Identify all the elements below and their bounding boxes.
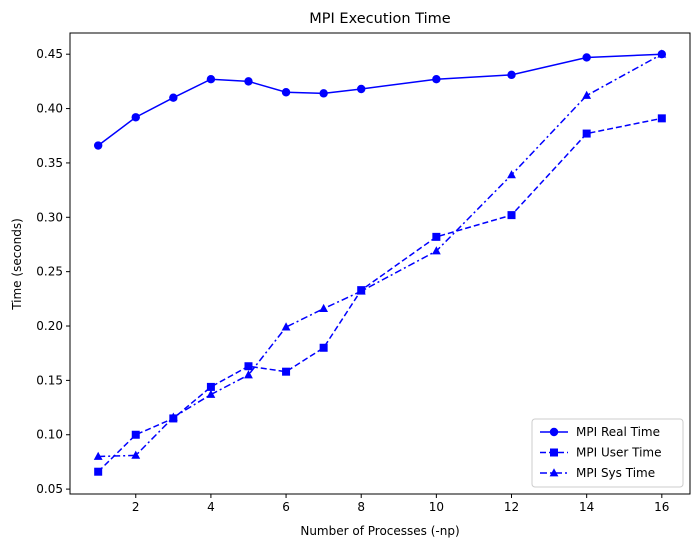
series-mpi-sys-time bbox=[93, 49, 667, 460]
data-point bbox=[357, 84, 366, 94]
data-point bbox=[281, 88, 291, 97]
data-point bbox=[507, 170, 516, 179]
x-axis-label: Number of Processes (-np) bbox=[300, 524, 459, 538]
data-point bbox=[206, 75, 216, 84]
legend-label: MPI Real Time bbox=[576, 425, 660, 439]
data-point bbox=[206, 389, 216, 398]
y-tick-label: 0.20 bbox=[36, 319, 63, 333]
y-tick-label: 0.35 bbox=[36, 156, 63, 170]
chart-title: MPI Execution Time bbox=[309, 11, 450, 27]
series-line bbox=[97, 53, 662, 147]
data-point bbox=[431, 246, 441, 255]
legend-label: MPI Sys Time bbox=[576, 466, 655, 480]
y-axis-label: Time (seconds) bbox=[10, 218, 24, 311]
data-point bbox=[507, 70, 516, 80]
plot-area bbox=[93, 49, 667, 476]
x-tick-label: 8 bbox=[357, 500, 365, 514]
data-point bbox=[282, 367, 291, 376]
data-point bbox=[168, 412, 178, 421]
data-point bbox=[244, 370, 253, 379]
data-point bbox=[507, 211, 516, 220]
x-tick-label: 10 bbox=[429, 500, 444, 514]
x-tick-label: 16 bbox=[654, 500, 669, 514]
data-point bbox=[281, 322, 291, 331]
y-tick-label: 0.15 bbox=[36, 373, 63, 387]
x-tick-label: 14 bbox=[579, 500, 594, 514]
legend-marker bbox=[549, 468, 559, 477]
legend: MPI Real Time MPI User Time MPI Sys Time bbox=[531, 418, 684, 488]
data-point bbox=[131, 430, 140, 439]
y-tick-label: 0.40 bbox=[36, 102, 63, 116]
legend-box bbox=[531, 418, 684, 488]
legend-marker bbox=[549, 427, 559, 437]
x-tick-label: 4 bbox=[207, 500, 215, 514]
data-point bbox=[93, 451, 103, 460]
data-point bbox=[432, 232, 441, 241]
y-tick-label: 0.10 bbox=[36, 428, 63, 442]
data-point bbox=[432, 75, 441, 84]
legend-item: MPI Sys Time bbox=[540, 466, 655, 480]
series-line bbox=[97, 117, 662, 473]
data-point bbox=[244, 77, 253, 86]
data-point bbox=[582, 90, 592, 99]
data-point bbox=[131, 113, 140, 122]
y-tick-label: 0.30 bbox=[36, 210, 63, 224]
data-point bbox=[582, 129, 591, 138]
legend-item: MPI User Time bbox=[540, 446, 661, 460]
data-point bbox=[94, 467, 103, 476]
data-point bbox=[319, 343, 328, 352]
axes: 2 4 6 8 10 12 14 16 0.05 0.10 0.15 0.20 0.25 0.30 0.35… bbox=[36, 32, 691, 514]
data-point bbox=[582, 53, 591, 62]
series-mpi-real-time bbox=[93, 50, 667, 150]
data-point bbox=[169, 93, 178, 102]
x-tick-label: 12 bbox=[504, 500, 519, 514]
data-point bbox=[319, 303, 329, 313]
data-point bbox=[244, 362, 253, 371]
y-tick-label: 0.45 bbox=[36, 47, 63, 61]
data-point bbox=[131, 450, 141, 459]
legend-item: MPI Real Time bbox=[540, 425, 660, 439]
data-point bbox=[356, 286, 366, 295]
legend-marker bbox=[550, 448, 558, 457]
y-tick-label: 0.05 bbox=[36, 482, 63, 496]
data-point bbox=[93, 141, 103, 150]
x-tick-label: 6 bbox=[282, 500, 290, 514]
data-point bbox=[657, 114, 666, 123]
data-point bbox=[657, 49, 667, 58]
data-point bbox=[206, 382, 215, 391]
data-point bbox=[319, 89, 328, 98]
axes-frame bbox=[69, 32, 691, 495]
y-tick-label: 0.25 bbox=[36, 265, 63, 279]
legend-label: MPI User Time bbox=[576, 446, 661, 460]
x-tick-label: 2 bbox=[132, 500, 140, 514]
series-line bbox=[98, 53, 663, 458]
